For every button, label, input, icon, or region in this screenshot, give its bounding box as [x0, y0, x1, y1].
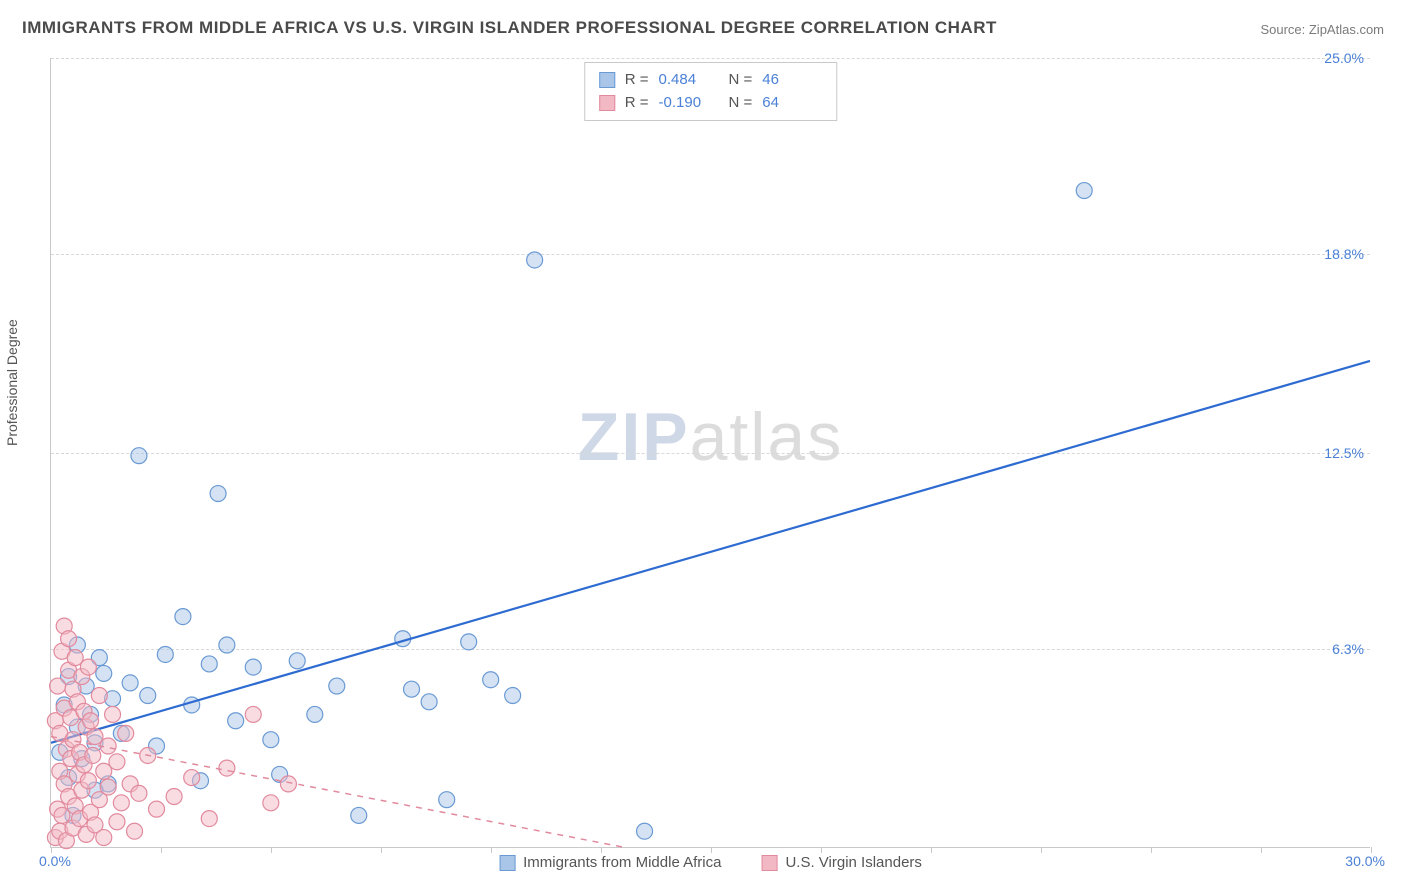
legend-swatch [499, 855, 515, 871]
data-point [85, 747, 101, 763]
data-point [131, 785, 147, 801]
x-tick [1261, 847, 1262, 853]
x-tick [381, 847, 382, 853]
legend-label: U.S. Virgin Islanders [785, 854, 921, 871]
x-tick [271, 847, 272, 853]
legend-stats-box: R = 0.484 N = 46 R = -0.190 N = 64 [584, 62, 838, 121]
data-point [61, 631, 77, 647]
data-point [50, 678, 66, 694]
x-tick [1151, 847, 1152, 853]
legend-item: Immigrants from Middle Africa [499, 854, 721, 871]
data-point [184, 770, 200, 786]
data-point [1076, 183, 1092, 199]
x-tick [931, 847, 932, 853]
data-point [131, 448, 147, 464]
x-axis-max-label: 30.0% [1345, 853, 1385, 869]
data-point [109, 814, 125, 830]
data-point [175, 609, 191, 625]
stat-value-n: 64 [762, 92, 822, 115]
legend-label: Immigrants from Middle Africa [523, 854, 721, 871]
data-point [461, 634, 477, 650]
stat-label-r: R = [625, 69, 649, 92]
scatter-plot [51, 58, 1370, 847]
data-point [157, 646, 173, 662]
data-point [122, 675, 138, 691]
source-label: Source: ZipAtlas.com [1260, 22, 1384, 37]
bottom-legend: Immigrants from Middle Africa U.S. Virgin… [499, 854, 922, 871]
data-point [245, 706, 261, 722]
x-axis-min-label: 0.0% [39, 853, 71, 869]
data-point [280, 776, 296, 792]
data-point [113, 795, 129, 811]
data-point [289, 653, 305, 669]
data-point [96, 830, 112, 846]
data-point [201, 656, 217, 672]
x-tick [821, 847, 822, 853]
stat-label-n: N = [729, 69, 753, 92]
legend-swatch [599, 95, 615, 111]
y-axis-label: Professional Degree [4, 319, 20, 446]
legend-swatch [761, 855, 777, 871]
data-point [118, 725, 134, 741]
data-point [166, 789, 182, 805]
data-point [140, 688, 156, 704]
data-point [201, 811, 217, 827]
trend-line [51, 361, 1370, 743]
legend-item: U.S. Virgin Islanders [761, 854, 921, 871]
data-point [127, 823, 143, 839]
data-point [80, 773, 96, 789]
data-point [329, 678, 345, 694]
chart-title: IMMIGRANTS FROM MIDDLE AFRICA VS U.S. VI… [22, 18, 997, 38]
data-point [100, 779, 116, 795]
data-point [421, 694, 437, 710]
data-point [219, 637, 235, 653]
x-tick [601, 847, 602, 853]
data-point [637, 823, 653, 839]
legend-stats-row: R = 0.484 N = 46 [599, 69, 823, 92]
data-point [404, 681, 420, 697]
chart-area: ZIPatlas 6.3%12.5%18.8%25.0% 0.0% 30.0% … [50, 58, 1370, 848]
x-tick [1041, 847, 1042, 853]
data-point [83, 713, 99, 729]
x-tick [711, 847, 712, 853]
data-point [109, 754, 125, 770]
data-point [527, 252, 543, 268]
data-point [351, 807, 367, 823]
stat-value-r: -0.190 [659, 92, 719, 115]
data-point [228, 713, 244, 729]
x-tick [161, 847, 162, 853]
data-point [210, 486, 226, 502]
data-point [105, 706, 121, 722]
stat-label-r: R = [625, 92, 649, 115]
stat-value-r: 0.484 [659, 69, 719, 92]
data-point [307, 706, 323, 722]
data-point [245, 659, 261, 675]
data-point [439, 792, 455, 808]
data-point [149, 801, 165, 817]
data-point [96, 665, 112, 681]
x-tick [491, 847, 492, 853]
data-point [483, 672, 499, 688]
data-point [80, 659, 96, 675]
data-point [219, 760, 235, 776]
stat-label-n: N = [729, 92, 753, 115]
stat-value-n: 46 [762, 69, 822, 92]
data-point [505, 688, 521, 704]
data-point [263, 732, 279, 748]
legend-stats-row: R = -0.190 N = 64 [599, 92, 823, 115]
data-point [263, 795, 279, 811]
data-point [91, 688, 107, 704]
legend-swatch [599, 72, 615, 88]
